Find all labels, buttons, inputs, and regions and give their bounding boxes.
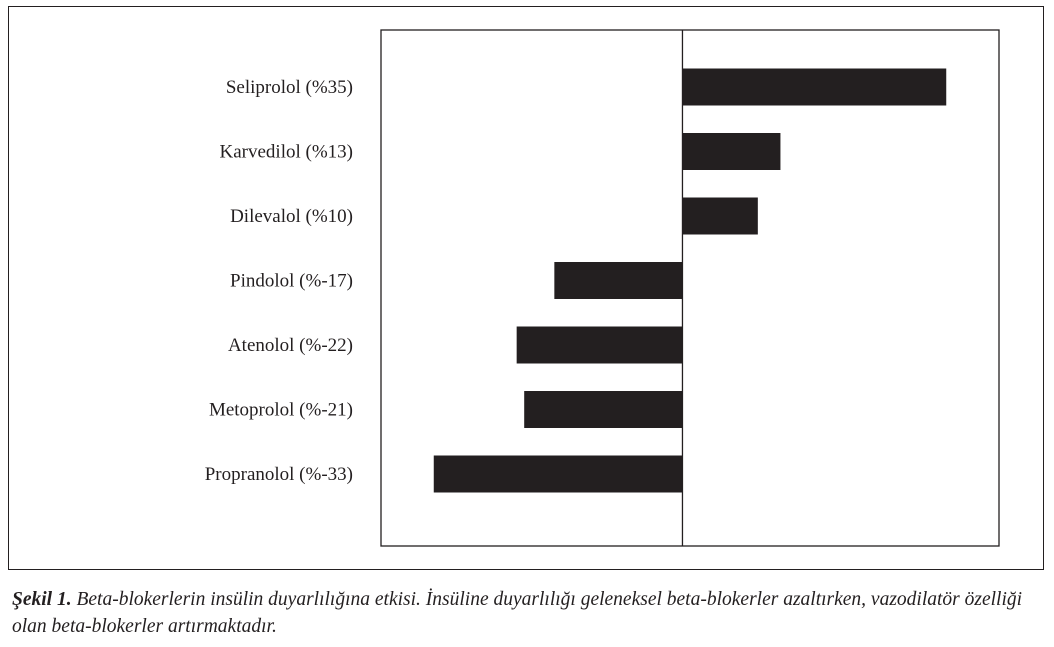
category-label-2: Dilevalol (%10): [230, 206, 353, 227]
bar-chart: Seliprolol (%35) Karvedilol (%13) Dilevalo…: [205, 29, 1000, 547]
category-label-3: Pindolol (%-17): [230, 271, 353, 292]
category-label-6: Propranolol (%-33): [205, 464, 353, 485]
category-label-4: Atenolol (%-22): [228, 335, 353, 356]
plot-area: [380, 29, 1000, 547]
bar-3: [554, 262, 683, 299]
bar-4: [516, 326, 683, 364]
category-label-5: Metoprolol (%-21): [209, 400, 353, 421]
category-label-0: Seliprolol (%35): [226, 77, 353, 98]
figure-frame: [8, 6, 1044, 570]
category-label-1: Karvedilol (%13): [220, 142, 353, 163]
bar-5: [524, 391, 683, 428]
bar-2: [682, 197, 758, 235]
caption-text: Beta-blokerlerin insülin duyarlılığına e…: [12, 589, 1023, 637]
bar-1: [682, 133, 781, 170]
bar-6: [433, 455, 683, 493]
caption-label: Şekil 1.: [12, 589, 72, 610]
bar-0: [682, 68, 947, 106]
figure-caption: Şekil 1. Beta-blokerlerin insülin duyarl…: [12, 586, 1042, 640]
